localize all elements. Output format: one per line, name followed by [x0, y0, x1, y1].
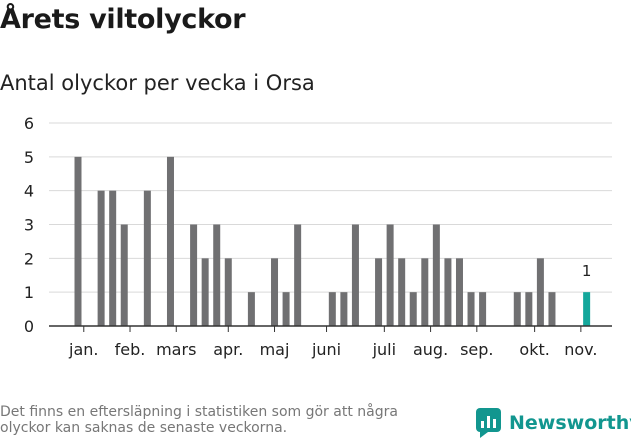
- x-tick-label: maj: [260, 340, 290, 359]
- x-tick-label: sep.: [460, 340, 493, 359]
- bar: [536, 258, 544, 326]
- highlight-bar: [583, 292, 591, 326]
- bar: [294, 224, 302, 326]
- bar: [351, 224, 359, 326]
- brand-name: Newsworthy: [509, 412, 631, 434]
- bar: [513, 292, 521, 326]
- y-tick-label: 5: [24, 148, 34, 167]
- bar: [340, 292, 348, 326]
- bar: [548, 292, 556, 326]
- bar: [421, 258, 429, 326]
- bar: [525, 292, 533, 326]
- brand-logo[interactable]: Newsworthy: [476, 407, 631, 439]
- bar-chart: 0 1 2 3 4 5 6 1 jan. feb. mars apr. maj juni juli aug. s…: [24, 114, 612, 359]
- x-tick-label: juni: [311, 340, 341, 359]
- bar: [271, 258, 279, 326]
- y-tick-label: 2: [24, 249, 34, 268]
- x-tick-label: okt.: [519, 340, 549, 359]
- chart-title: Årets viltolyckor: [0, 4, 246, 35]
- bar: [455, 258, 463, 326]
- data-label: 1: [582, 262, 592, 280]
- bar: [190, 224, 198, 326]
- y-tick-label: 4: [24, 182, 34, 201]
- y-tick-label: 6: [24, 114, 34, 133]
- x-tick-label: juli: [372, 340, 396, 359]
- bar: [386, 224, 394, 326]
- x-tick-label: nov.: [564, 340, 597, 359]
- x-tick-label: mars: [156, 340, 196, 359]
- bar: [375, 258, 383, 326]
- footnote: Det finns en eftersläpning i statistiken…: [0, 404, 398, 436]
- bar: [409, 292, 417, 326]
- bar: [143, 190, 151, 326]
- bar: [201, 258, 209, 326]
- bar: [97, 190, 105, 326]
- bar: [166, 156, 174, 326]
- bar: [120, 224, 128, 326]
- bar: [444, 258, 452, 326]
- bar: [224, 258, 232, 326]
- newsworthy-logo-icon: [476, 408, 501, 438]
- bar: [109, 190, 117, 326]
- x-tick-label: apr.: [213, 340, 243, 359]
- y-tick-label: 3: [24, 216, 34, 235]
- bar: [74, 156, 82, 326]
- bar: [479, 292, 487, 326]
- bar: [328, 292, 336, 326]
- x-tick-label: feb.: [115, 340, 146, 359]
- bar: [467, 292, 475, 326]
- bar: [432, 224, 440, 326]
- y-tick-label: 0: [24, 317, 34, 336]
- y-tick-label: 1: [24, 283, 34, 302]
- bar: [247, 292, 255, 326]
- chart-subtitle: Antal olyckor per vecka i Orsa: [0, 71, 315, 95]
- x-tick-label: jan.: [68, 340, 98, 359]
- x-tick-label: aug.: [413, 340, 448, 359]
- bar: [282, 292, 290, 326]
- bar: [213, 224, 221, 326]
- bar: [398, 258, 406, 326]
